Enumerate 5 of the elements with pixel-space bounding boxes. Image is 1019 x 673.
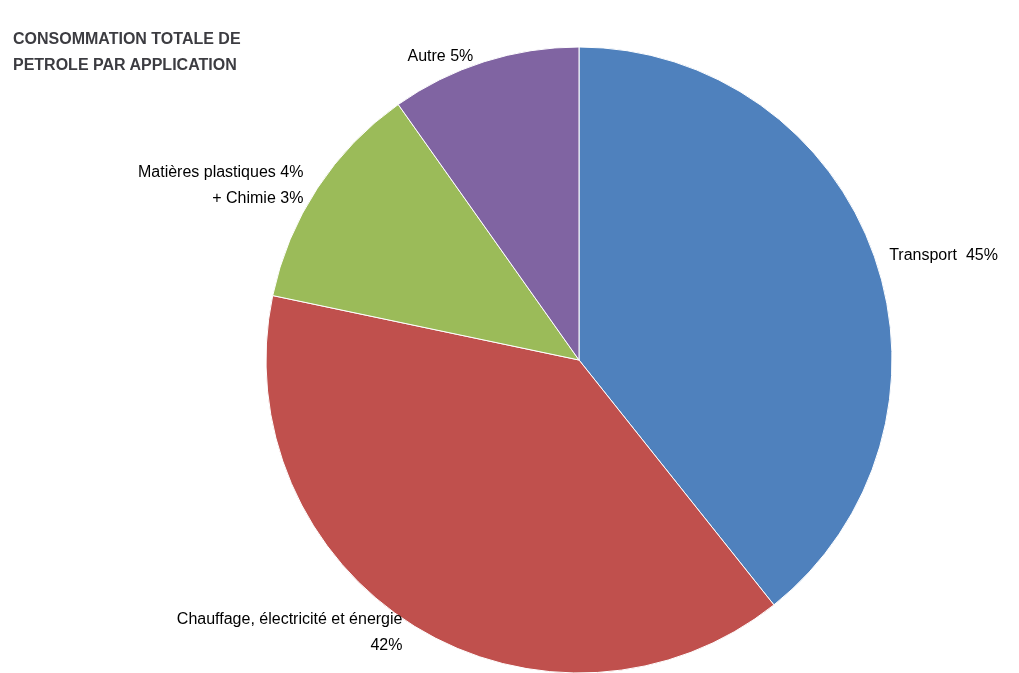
slice-label: Chauffage, électricité et énergie 42% bbox=[176, 609, 403, 653]
slice-label: Transport 45% bbox=[889, 246, 998, 264]
slice-label: Matières plastiques 4% + Chimie 3% bbox=[137, 163, 304, 207]
chart-title: CONSOMMATION TOTALE DE PETROLE PAR APPLICATION bbox=[13, 29, 245, 73]
slice-label: Autre 5% bbox=[407, 47, 474, 65]
